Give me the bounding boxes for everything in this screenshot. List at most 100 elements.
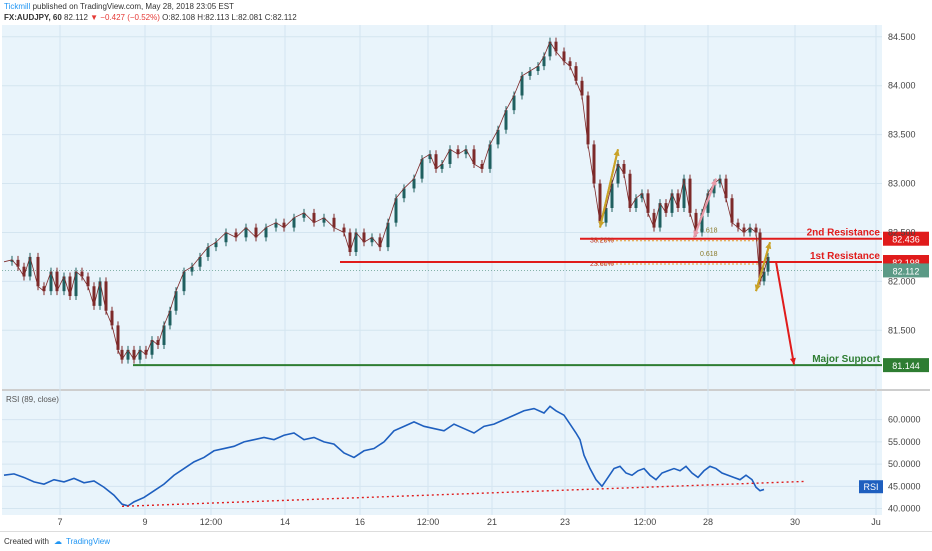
candle-body	[98, 281, 102, 306]
level-price-tag-text: 82.198	[892, 258, 920, 268]
tradingview-brand[interactable]: TradingView	[66, 537, 111, 546]
candle-body	[10, 259, 14, 262]
candle-body	[156, 340, 160, 345]
chart-canvas[interactable]: 2nd Resistance 82.436 38.20% 0.618 1st Resis…	[0, 0, 932, 531]
candle-body	[520, 75, 524, 96]
candle-body	[55, 271, 59, 292]
open-value: O:82.108	[162, 13, 196, 22]
horizontal-levels: 2nd Resistance 82.436 38.20% 0.618 1st Resis…	[2, 228, 929, 373]
candle-body	[302, 212, 306, 218]
candle-body	[610, 183, 614, 208]
last-price-tag	[883, 263, 929, 278]
candle-body	[472, 149, 476, 164]
candle-body	[104, 281, 108, 311]
candle-body	[36, 256, 40, 287]
candle-body	[480, 163, 484, 169]
last-price: 82.112	[64, 13, 88, 22]
published-text: published on TradingView.com, May 28, 20…	[32, 2, 234, 11]
candle-body	[190, 266, 194, 272]
rsi-tick-label: 45.0000	[888, 481, 921, 491]
candle-body	[730, 198, 734, 223]
pink-arrow-down	[693, 178, 717, 238]
candle-body	[554, 41, 558, 52]
candle-body	[548, 41, 552, 57]
footer-bar: Created with ☁ TradingView	[0, 531, 932, 551]
created-with-text: Created with	[4, 537, 49, 546]
x-tick-label: 7	[57, 517, 62, 527]
candle-body	[724, 178, 728, 199]
candle-body	[512, 95, 516, 111]
candle-body	[162, 325, 166, 345]
price-tick-label: 84.500	[888, 32, 916, 42]
rsi-tick-label: 55.0000	[888, 437, 921, 447]
candle-body	[92, 286, 96, 306]
level-price-tag-text: 81.144	[892, 361, 920, 371]
gold-arrow-down	[599, 149, 619, 228]
candle-body	[706, 193, 710, 213]
axes-labels: 84.500 84.000 83.500 83.000 82.500 82.000 81.5…	[57, 32, 920, 527]
x-tick-label: 14	[280, 517, 290, 527]
rsi-legend-tag	[859, 480, 883, 494]
close-value: C:82.112	[264, 13, 297, 22]
high-value: H:82.113	[197, 13, 230, 22]
level-label: 2nd Resistance	[807, 228, 881, 239]
red-target-arrow-head	[789, 357, 796, 365]
author-name[interactable]: Tickmill	[4, 2, 31, 11]
candle-body	[110, 310, 114, 326]
candle-body	[658, 203, 662, 228]
candle-body	[440, 163, 444, 169]
rsi-line	[3, 405, 765, 507]
candle-body	[762, 271, 766, 282]
candle-body	[670, 193, 674, 213]
candle-body	[604, 208, 608, 223]
price-pane-background	[2, 25, 882, 389]
candle-body	[348, 232, 352, 253]
grid-lines	[2, 25, 882, 515]
candle-body	[386, 222, 390, 248]
x-tick-label: 16	[355, 517, 365, 527]
candle-body	[86, 276, 90, 287]
x-tick-label: 12:00	[200, 517, 223, 527]
candle-body	[168, 310, 172, 326]
candle-body	[362, 232, 366, 243]
candle-body	[274, 222, 278, 228]
candle-body	[562, 51, 566, 62]
candle-body	[736, 222, 740, 228]
candle-body	[574, 66, 578, 81]
candle-body	[312, 212, 316, 223]
candle-body	[132, 349, 136, 360]
change-value: −0.427 (−0.52%)	[100, 13, 160, 22]
candle-body	[144, 349, 148, 355]
candle-body	[68, 276, 72, 297]
rsi-title: RSI (89, close)	[6, 395, 59, 404]
candle-body	[688, 178, 692, 213]
x-tick-label: 28	[703, 517, 713, 527]
candle-body	[676, 193, 680, 208]
candle-body	[412, 178, 416, 189]
price-tick-label: 83.500	[888, 130, 916, 140]
rsi-pane-background	[2, 391, 882, 515]
candle-body	[694, 212, 698, 233]
candle-body	[370, 237, 374, 243]
candle-body	[182, 271, 186, 292]
candle-body	[126, 349, 130, 360]
level-label: 1st Resistance	[810, 251, 880, 262]
candle-body	[682, 178, 686, 208]
candle-body	[598, 183, 602, 223]
candle-body	[488, 144, 492, 169]
candle-body	[758, 232, 762, 282]
level-price-tag	[883, 231, 929, 246]
candle-body	[700, 212, 704, 233]
fib-ratio-label: 0.618	[700, 228, 718, 235]
down-triangle-icon: ▼	[90, 13, 99, 22]
candle-body	[378, 237, 382, 248]
candle-body	[49, 271, 53, 292]
price-tick-label: 81.500	[888, 325, 916, 335]
level-price-tag-text: 82.436	[892, 235, 920, 245]
candle-body	[322, 217, 326, 223]
candle-body	[42, 286, 46, 292]
tradingview-cloud-icon: ☁	[54, 537, 62, 546]
level-price-tag	[883, 358, 929, 373]
fib-label: 23.60%	[590, 261, 614, 268]
symbol-label: FX:AUDJPY, 60	[4, 13, 62, 22]
